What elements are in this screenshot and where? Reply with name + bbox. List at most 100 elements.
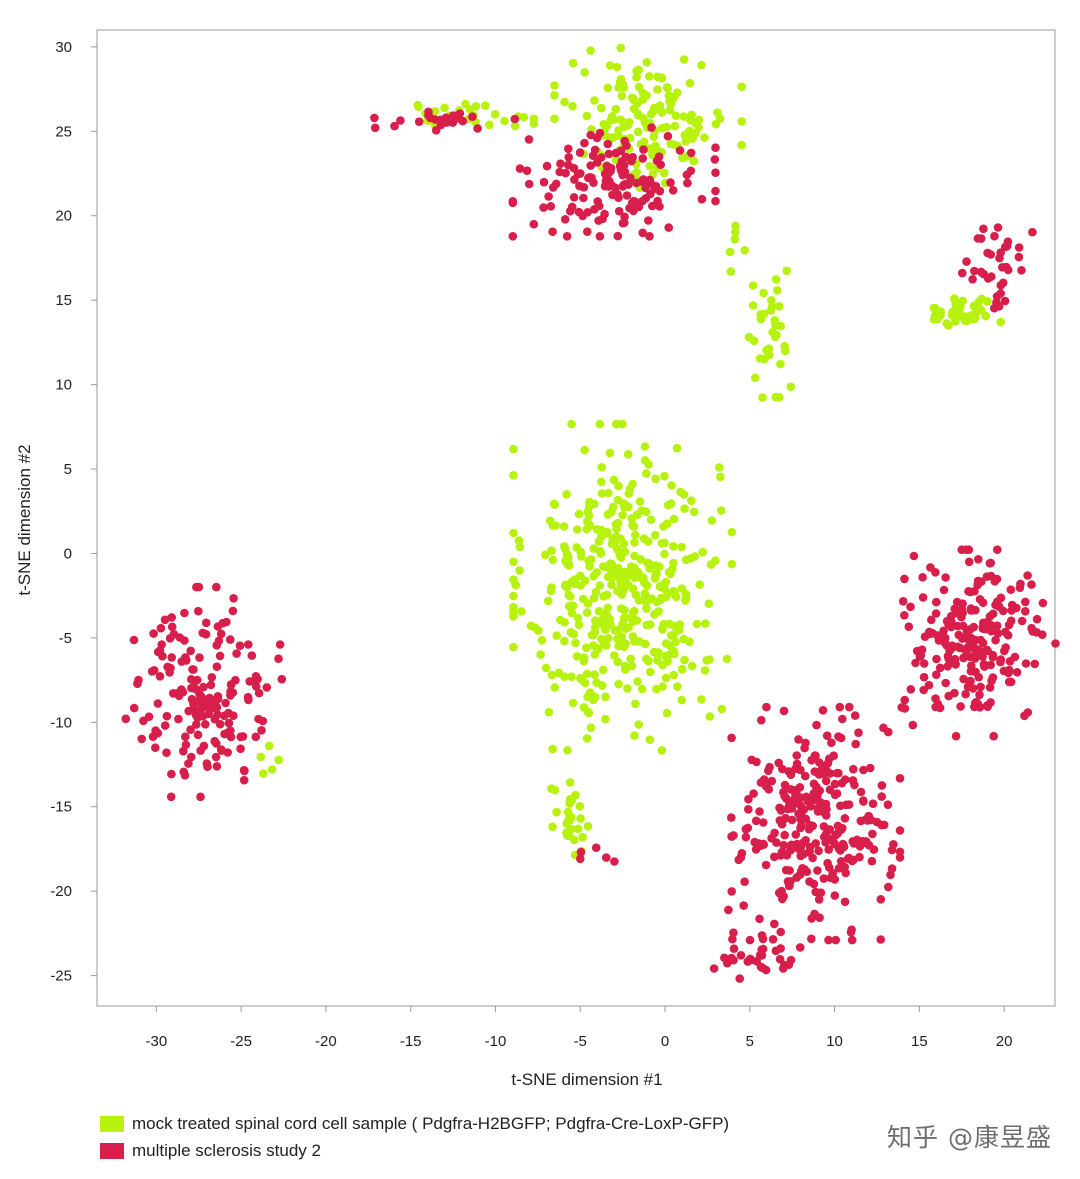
point-ms <box>895 826 905 835</box>
point-mock <box>657 108 667 117</box>
point-ms <box>794 735 803 744</box>
point-mock <box>634 65 644 75</box>
point-ms <box>1015 583 1025 592</box>
point-mock <box>637 684 647 694</box>
point-mock <box>967 310 977 320</box>
point-mock <box>256 752 266 762</box>
point-ms <box>734 855 743 865</box>
point-ms <box>916 651 926 660</box>
legend-label-ms: multiple sclerosis study 2 <box>132 1140 321 1160</box>
point-ms <box>982 618 991 627</box>
point-mock <box>589 544 599 553</box>
point-mock <box>597 477 606 487</box>
point-ms <box>215 719 225 729</box>
point-mock <box>981 311 991 321</box>
point-ms <box>133 679 142 688</box>
point-ms <box>761 860 771 870</box>
y-tick-label: 25 <box>55 123 72 140</box>
point-mock <box>568 698 578 708</box>
point-ms <box>567 202 577 212</box>
point-ms <box>998 278 1008 288</box>
x-tick-label: -25 <box>230 1033 252 1050</box>
point-mock <box>672 443 682 453</box>
point-ms <box>961 689 970 699</box>
point-ms <box>859 765 868 775</box>
point-ms <box>939 626 948 636</box>
point-ms <box>801 814 811 824</box>
point-ms <box>847 856 857 866</box>
point-mock <box>657 746 667 755</box>
point-ms <box>216 745 226 754</box>
point-ms <box>1006 677 1016 687</box>
point-ms <box>215 651 225 661</box>
point-mock <box>774 302 784 311</box>
point-ms <box>729 955 738 965</box>
point-ms <box>187 752 196 762</box>
point-ms <box>254 714 263 724</box>
point-ms <box>192 720 201 729</box>
point-mock <box>573 824 583 834</box>
point-ms <box>644 216 653 225</box>
point-ms <box>650 184 659 193</box>
point-mock <box>701 619 710 628</box>
point-ms <box>781 865 791 875</box>
point-ms <box>837 825 846 834</box>
point-mock <box>559 522 569 531</box>
point-mock <box>567 608 577 618</box>
point-ms <box>898 597 908 606</box>
point-mock <box>568 601 578 610</box>
point-mock <box>590 670 599 679</box>
point-ms <box>686 148 696 158</box>
x-axis-title: t-SNE dimension #1 <box>511 1070 662 1089</box>
point-ms <box>186 646 195 656</box>
point-ms <box>236 744 245 753</box>
point-ms <box>546 202 556 211</box>
point-mock <box>652 684 661 694</box>
point-mock <box>572 525 582 534</box>
point-ms <box>918 573 927 582</box>
point-mock <box>680 655 689 665</box>
point-mock <box>716 472 725 482</box>
point-ms <box>155 672 165 681</box>
point-mock <box>706 560 716 569</box>
point-mock <box>485 120 494 130</box>
point-mock <box>700 133 709 142</box>
point-mock <box>611 104 621 114</box>
point-ms <box>212 762 222 771</box>
point-ms <box>970 266 979 276</box>
point-ms <box>1021 607 1030 616</box>
point-ms <box>229 594 238 603</box>
point-ms <box>957 545 966 554</box>
point-ms <box>744 805 753 814</box>
point-ms <box>904 622 914 631</box>
point-mock <box>582 111 592 121</box>
point-ms <box>458 116 468 126</box>
point-ms <box>174 691 184 701</box>
point-ms <box>184 759 193 768</box>
point-ms <box>792 873 801 882</box>
point-mock <box>576 814 585 823</box>
point-mock <box>623 450 633 459</box>
point-ms <box>1012 668 1022 677</box>
point-mock <box>627 514 636 523</box>
point-ms <box>979 224 988 234</box>
point-ms <box>976 635 985 645</box>
point-ms <box>195 653 204 662</box>
point-mock <box>658 660 667 670</box>
point-mock <box>737 82 746 91</box>
point-ms <box>186 725 195 734</box>
point-mock <box>976 305 986 315</box>
point-mock <box>641 593 650 603</box>
point-mock <box>567 672 576 681</box>
point-mock <box>671 592 681 602</box>
point-mock <box>645 620 655 629</box>
point-ms <box>836 801 845 811</box>
point-ms <box>1012 603 1021 613</box>
point-ms <box>818 706 828 715</box>
point-mock <box>669 514 679 524</box>
point-ms <box>641 183 650 193</box>
point-ms <box>232 649 241 658</box>
point-ms <box>244 695 253 705</box>
point-ms <box>968 275 977 284</box>
point-ms <box>743 823 753 833</box>
